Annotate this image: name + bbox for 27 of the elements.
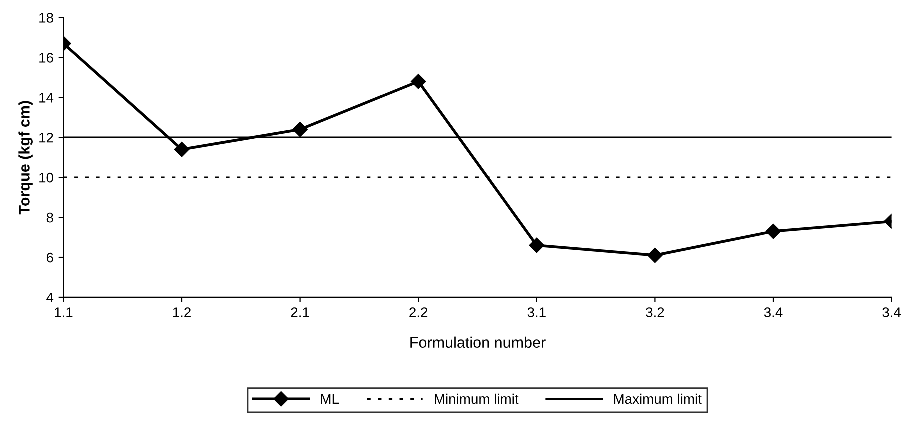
point <box>648 248 663 264</box>
y-tick-label: 8 <box>46 212 54 223</box>
y-tick-label: 16 <box>40 53 54 63</box>
x-tick-label: 2.2 <box>410 308 428 318</box>
x-tick-label: 3.2 <box>646 308 664 318</box>
y-tick-label: 6 <box>46 252 54 263</box>
point <box>292 122 308 138</box>
point <box>174 142 190 158</box>
x-tick-label: 3.1 <box>528 308 546 318</box>
point <box>411 74 426 90</box>
legend-label: ML <box>321 394 340 404</box>
legend-label: Maximum limit <box>614 394 702 404</box>
y-tick-label: 12 <box>40 132 54 143</box>
x-tick-label: 3.4 <box>882 308 902 318</box>
y-tick-label: 14 <box>40 93 54 103</box>
x-tick-label: 1.2 <box>173 308 191 318</box>
legend-label: Minimum limit <box>435 394 519 404</box>
x-tick-label: 2.1 <box>291 308 310 318</box>
x-tick-label: 1.1 <box>55 308 73 318</box>
y-tick-label: 18 <box>40 13 54 23</box>
point <box>529 238 544 254</box>
y-tick-label: 4 <box>46 292 54 303</box>
point <box>766 224 782 240</box>
y-axis-title: Torque (kgf cm) <box>18 101 33 215</box>
y-tick-label: 10 <box>40 172 54 183</box>
x-tick-label: 3.4 <box>764 308 783 318</box>
x-axis-title: Formulation number <box>410 336 546 348</box>
